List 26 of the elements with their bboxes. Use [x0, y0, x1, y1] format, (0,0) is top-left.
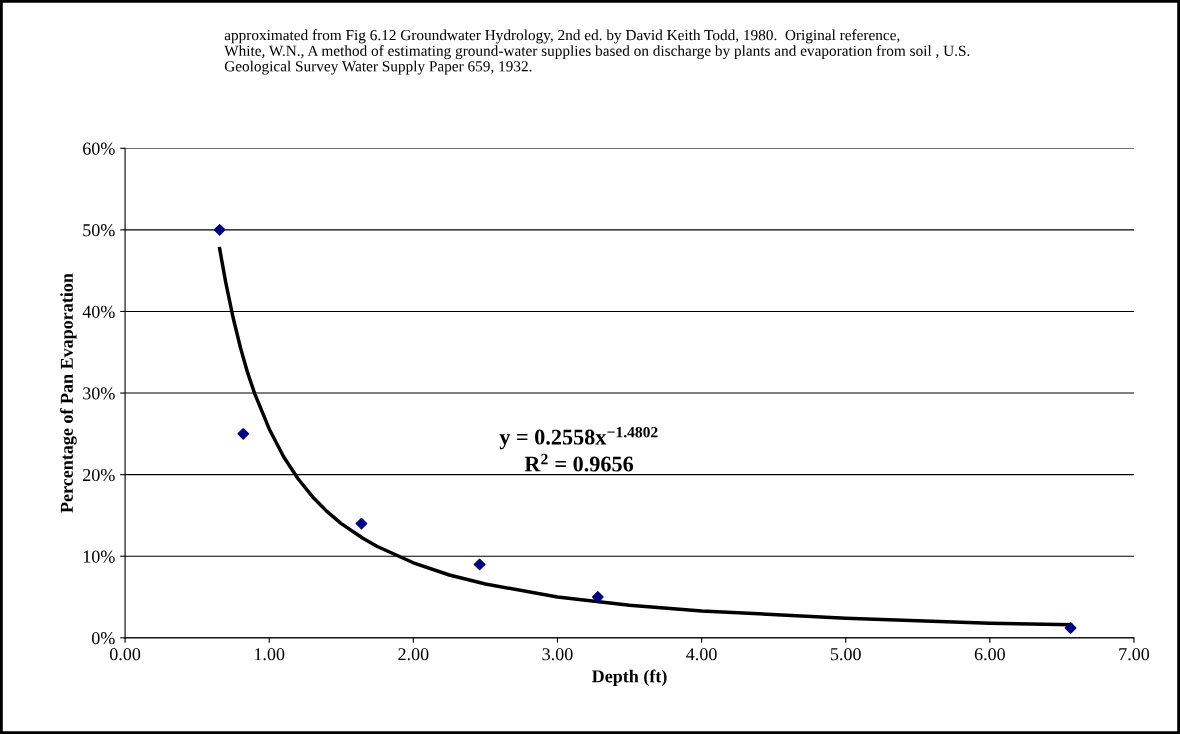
- point: [355, 517, 368, 530]
- y-tick-label: 10%: [83, 550, 115, 563]
- point: [1064, 622, 1077, 634]
- point: [237, 427, 250, 440]
- y-tick-label: 20%: [83, 468, 115, 482]
- x-tick-label: 7.00: [1119, 648, 1150, 661]
- point: [473, 558, 486, 571]
- x-tick-label: 5.00: [830, 648, 861, 661]
- y-axis-title: Percentage of Pan Evaporation: [60, 273, 77, 513]
- y-tick-label: 0%: [91, 632, 115, 645]
- y-tick-label: 50%: [83, 224, 115, 237]
- x-tick-label: 2.00: [398, 648, 429, 661]
- annotation: R$^{2}$ = 0.9656: [524, 453, 634, 472]
- text: approximated from Fig 6.12 Groundwater Hydrology, 2nd ed. by David Keith Todd, 1980. Original reference, White, W.N., A method of estimating ground-water supplies based on discharge by plants and evaporation from soil , U.S. Geological Survey Water Supply Paper 659, 1932.: [224, 29, 970, 75]
- x-tick-label: 4.00: [686, 648, 717, 661]
- x-tick-label: 3.00: [542, 648, 573, 661]
- y-tick-label: 60%: [83, 142, 115, 155]
- annotation: y = 0.2558x$^{−1.4802}$: [499, 426, 658, 450]
- x-tick-label: 6.00: [974, 648, 1005, 661]
- y-tick-label: 30%: [83, 387, 115, 400]
- x-tick-label: 0.00: [109, 648, 141, 661]
- x-tick-label: 1.00: [255, 648, 285, 661]
- point: [213, 223, 226, 236]
- x-axis-title: Depth (ft): [591, 669, 667, 687]
- y-tick-label: 40%: [82, 305, 115, 318]
- point: [591, 591, 604, 603]
